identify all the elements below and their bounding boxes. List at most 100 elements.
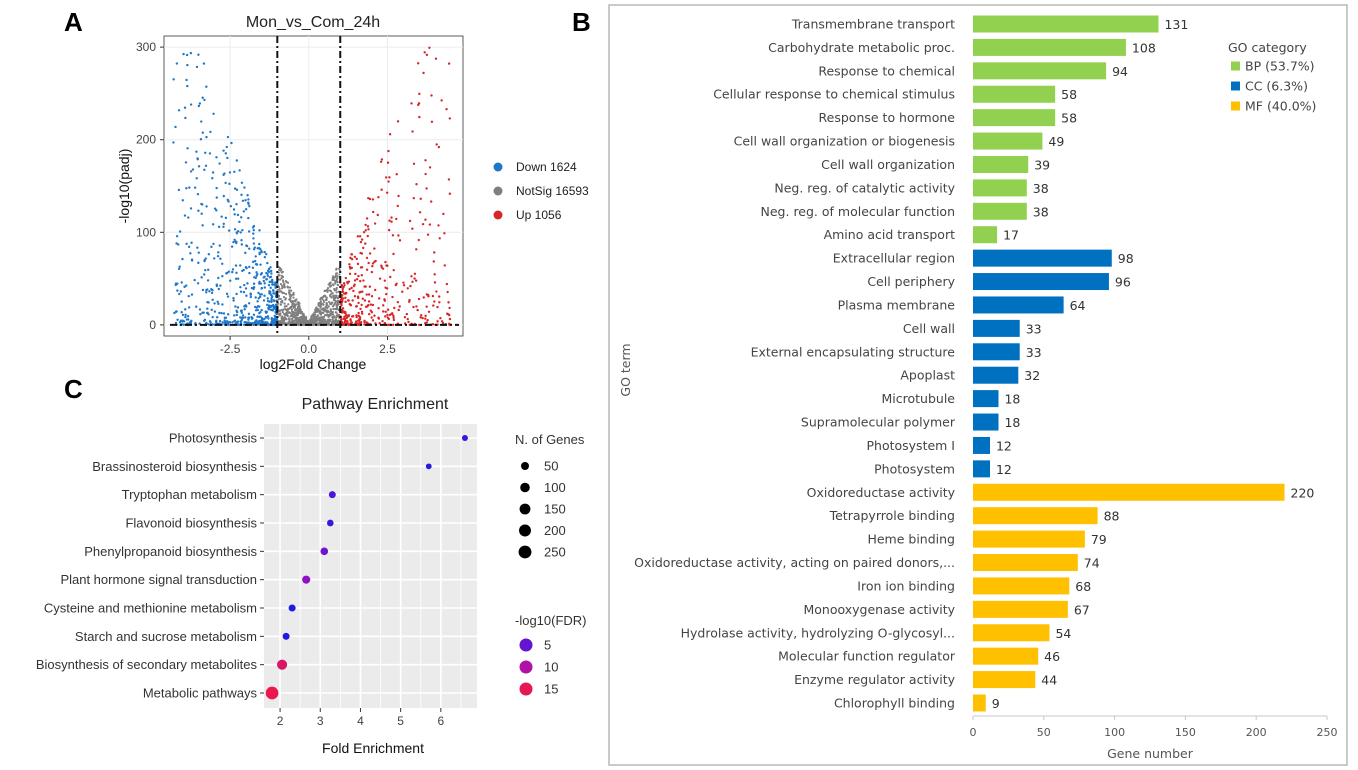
volcano-point-down	[225, 292, 229, 296]
volcano-point-down	[265, 271, 268, 275]
go-category-label: Cellular response to chemical stimulus	[713, 87, 955, 102]
go-value-label: 12	[996, 462, 1012, 477]
volcano-point-notsig	[335, 294, 338, 297]
volcano-point-down	[247, 198, 250, 201]
volcano-point-notsig	[329, 293, 332, 297]
volcano-point-up	[340, 300, 344, 303]
volcano-point-down	[256, 308, 260, 312]
volcano-point-down	[219, 284, 222, 287]
volcano-point-up	[359, 240, 363, 244]
volcano-point-notsig	[332, 294, 335, 297]
go-legend-label: CC (6.3%)	[1245, 79, 1308, 94]
volcano-point-down	[274, 305, 277, 308]
volcano-point-notsig	[315, 306, 318, 309]
volcano-point-notsig	[286, 285, 289, 288]
volcano-point-up	[343, 284, 346, 287]
volcano-point-down	[259, 263, 262, 266]
volcano-point-down	[205, 311, 209, 315]
volcano-point-down	[247, 318, 250, 321]
volcano-point-down	[218, 311, 221, 315]
volcano-point-notsig	[279, 282, 282, 286]
go-bar	[973, 647, 1039, 665]
volcano-point-down	[201, 288, 205, 292]
volcano-point-down	[217, 302, 220, 306]
pathway-point	[320, 547, 329, 556]
panel-letter-a: A	[64, 7, 83, 37]
volcano-point-up	[426, 318, 429, 322]
volcano-point-down	[205, 291, 208, 294]
volcano-point-down	[252, 232, 255, 235]
volcano-point-down	[271, 283, 274, 286]
volcano-point-up	[416, 62, 420, 65]
volcano-point-down	[244, 320, 247, 324]
volcano-point-down	[189, 207, 193, 210]
volcano-point-up	[361, 297, 364, 300]
go-legend-label: MF (40.0%)	[1245, 99, 1316, 114]
go-value-label: 131	[1164, 17, 1188, 32]
volcano-point-down	[218, 319, 222, 323]
go-bar	[973, 600, 1068, 618]
volcano-point-up	[424, 218, 427, 221]
volcano-point-up	[371, 264, 374, 268]
volcano-point-up	[373, 247, 376, 250]
volcano-point-down	[252, 323, 255, 327]
go-value-label: 108	[1132, 40, 1156, 55]
volcano-point-notsig	[280, 287, 284, 290]
volcano-point-down	[254, 296, 257, 299]
go-category-labels: Transmembrane transport Carbohydrate meta…	[634, 17, 956, 711]
volcano-point-up	[410, 102, 413, 105]
volcano-point-notsig	[338, 313, 341, 317]
volcano-point-notsig	[328, 281, 331, 285]
volcano-point-up	[383, 279, 387, 282]
volcano-point-up	[436, 305, 439, 309]
go-category-label: Plasma membrane	[838, 297, 956, 312]
volcano-point-up	[368, 285, 372, 288]
go-value-label: 46	[1044, 649, 1060, 664]
volcano-point-down	[252, 242, 256, 245]
volcano-point-up	[347, 299, 350, 302]
volcano-point-down	[244, 316, 247, 319]
volcano-point-down	[233, 314, 236, 317]
volcano-point-down	[269, 269, 273, 273]
volcano-point-up	[422, 296, 425, 299]
volcano-point-down	[242, 290, 246, 294]
go-xtick-label: 200	[1246, 726, 1267, 739]
volcano-point-down	[215, 186, 218, 190]
volcano-xtick-label: 0.0	[300, 342, 317, 356]
volcano-point-down	[238, 220, 241, 224]
volcano-point-down	[196, 192, 200, 196]
volcano-point-down	[227, 229, 231, 232]
volcano-point-up	[372, 210, 375, 214]
volcano-point-up	[340, 318, 343, 321]
volcano-point-notsig	[332, 284, 335, 287]
volcano-point-down	[197, 261, 200, 265]
volcano-point-down	[208, 290, 211, 293]
volcano-point-up	[378, 277, 382, 280]
volcano-point-up	[355, 320, 358, 323]
volcano-point-notsig	[327, 315, 330, 318]
volcano-point-up	[367, 300, 371, 303]
go-value-label: 64	[1070, 298, 1086, 313]
pathway-color-legend-title: -log10(FDR)	[515, 613, 587, 628]
go-value-label: 38	[1033, 204, 1049, 219]
volcano-point-up	[434, 57, 438, 60]
go-value-label: 17	[1003, 228, 1019, 243]
volcano-point-down	[240, 216, 243, 219]
go-bar	[973, 460, 990, 478]
volcano-point-down	[223, 319, 226, 322]
pathway-category-label: Flavonoid biosynthesis	[125, 516, 257, 531]
volcano-point-down	[186, 84, 189, 88]
volcano-point-down	[228, 171, 232, 174]
volcano-point-down	[239, 231, 242, 234]
volcano-point-down	[246, 194, 249, 197]
volcano-point-notsig	[277, 298, 280, 301]
volcano-point-down	[204, 268, 207, 272]
volcano-point-down	[244, 199, 247, 202]
volcano-point-down	[190, 319, 193, 323]
volcano-point-up	[423, 51, 426, 54]
volcano-point-down	[246, 282, 249, 285]
volcano-point-notsig	[278, 310, 281, 313]
volcano-point-up	[435, 290, 438, 293]
go-bar	[973, 671, 1036, 689]
volcano-point-notsig	[294, 300, 297, 303]
